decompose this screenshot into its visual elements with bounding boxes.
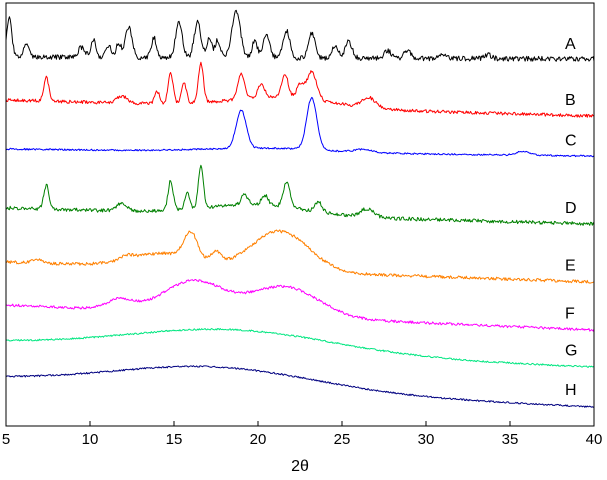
x-tick-label: 5 xyxy=(2,431,10,448)
series-line-c xyxy=(5,96,595,158)
series-label-d: D xyxy=(565,200,577,217)
series-line-g xyxy=(5,328,595,368)
x-tick-label: 35 xyxy=(502,431,519,448)
plot-frame xyxy=(5,2,595,427)
series-label-f: F xyxy=(565,305,575,322)
series-label-h: H xyxy=(565,382,577,399)
x-tick-label: 15 xyxy=(166,431,183,448)
series-line-e xyxy=(5,229,595,284)
series-label-b: B xyxy=(565,92,576,109)
series-label-g: G xyxy=(565,342,577,359)
x-tick-label: 25 xyxy=(334,431,351,448)
x-tick-label: 40 xyxy=(586,431,603,448)
series-line-h xyxy=(5,365,595,408)
series-label-c: C xyxy=(565,133,577,150)
x-axis-title: 2θ xyxy=(291,458,309,475)
series-label-a: A xyxy=(565,36,576,53)
series-line-a xyxy=(5,9,595,62)
x-ticks: 5 10 15 20 25 30 35 40 xyxy=(2,421,603,448)
x-tick-label: 20 xyxy=(250,431,267,448)
series-line-d xyxy=(5,164,595,226)
series-traces xyxy=(5,9,595,408)
x-tick-label: 10 xyxy=(82,431,99,448)
series-line-b xyxy=(5,61,595,118)
x-tick-label: 30 xyxy=(418,431,435,448)
series-line-f xyxy=(5,279,595,332)
series-label-e: E xyxy=(565,258,576,275)
series-labels: A B C D E F G H xyxy=(565,36,577,399)
